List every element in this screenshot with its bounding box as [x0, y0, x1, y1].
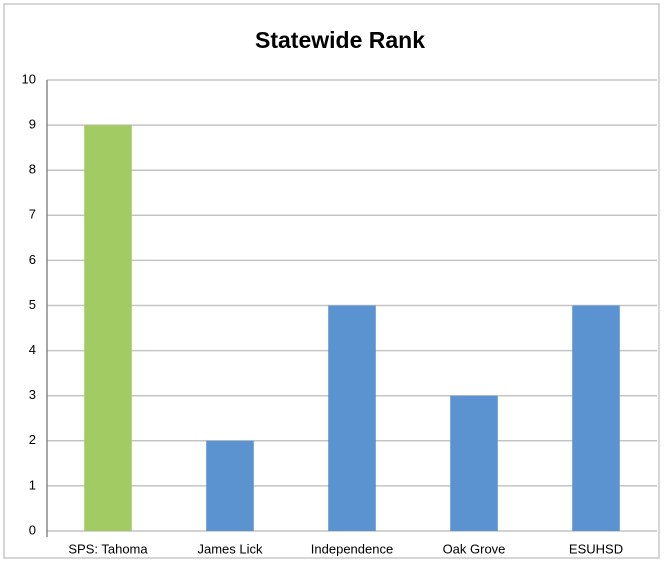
chart-title: Statewide Rank [255, 27, 425, 53]
bar [206, 440, 254, 531]
bar [572, 305, 620, 531]
bar [84, 125, 132, 531]
x-tick-label: SPS: Tahoma [68, 541, 148, 556]
y-tick-label: 1 [29, 477, 36, 492]
y-tick-label: 6 [29, 252, 36, 267]
y-tick-label: 3 [29, 387, 36, 402]
bar [450, 395, 498, 531]
y-tick-label: 10 [22, 71, 36, 86]
x-tick-label: ESUHSD [569, 541, 623, 556]
y-tick-label: 9 [29, 117, 36, 132]
bar [328, 305, 376, 531]
y-tick-label: 7 [29, 207, 36, 222]
y-tick-label: 2 [29, 432, 36, 447]
y-tick-label: 8 [29, 162, 36, 177]
y-tick-label: 5 [29, 297, 36, 312]
x-tick-label: James Lick [197, 541, 263, 556]
x-tick-label: Independence [311, 541, 393, 556]
x-tick-label: Oak Grove [443, 541, 506, 556]
y-tick-label: 4 [29, 342, 36, 357]
y-tick-label: 0 [29, 522, 36, 537]
